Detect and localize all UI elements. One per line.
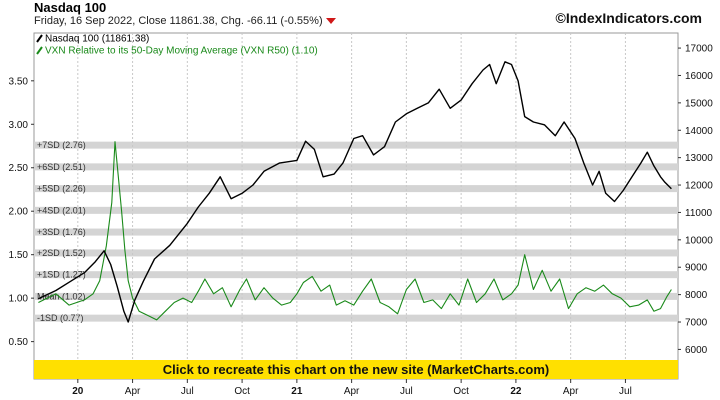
sd-band-label: -1SD (0.77) bbox=[37, 313, 84, 323]
chart-title: Nasdaq 100 bbox=[34, 0, 107, 15]
left-tick-label: 0.50 bbox=[9, 337, 29, 348]
sd-band-label: +7SD (2.76) bbox=[37, 140, 86, 150]
series-lines bbox=[38, 61, 672, 323]
sd-band bbox=[34, 314, 678, 322]
left-tick-label: 2.50 bbox=[9, 163, 29, 174]
right-tick-label: 12000 bbox=[685, 181, 713, 192]
right-tick-label: 7000 bbox=[685, 318, 708, 329]
subtitle-text: Friday, 16 Sep 2022, Close 11861.38, Chg… bbox=[34, 15, 323, 27]
right-tick-label: 6000 bbox=[685, 345, 708, 356]
x-tick-label: Oct bbox=[234, 386, 250, 397]
left-tick-label: 2.00 bbox=[9, 207, 29, 218]
left-tick-label: 3.50 bbox=[9, 76, 29, 87]
sd-band bbox=[34, 206, 678, 214]
x-tick-label: 22 bbox=[510, 386, 522, 397]
left-tick-label: 3.00 bbox=[9, 120, 29, 131]
x-tick-label: Apr bbox=[125, 386, 141, 397]
x-tick-label: Oct bbox=[453, 386, 469, 397]
x-axis: 20 Apr Jul Oct 21 Apr Jul Oct 22 Apr Jul bbox=[72, 379, 632, 397]
sd-band-label: +4SD (2.01) bbox=[37, 205, 86, 215]
left-tick-label: 1.00 bbox=[9, 294, 29, 305]
vxn-r50-line bbox=[38, 141, 672, 321]
down-arrow-icon bbox=[325, 18, 336, 25]
sd-band bbox=[34, 271, 678, 279]
x-tick-label: Jul bbox=[400, 386, 413, 397]
plot-background bbox=[33, 32, 679, 380]
sd-band-label: +5SD (2.26) bbox=[37, 184, 86, 194]
chart-subtitle: Friday, 16 Sep 2022, Close 11861.38, Chg… bbox=[34, 15, 336, 27]
x-tick-label: Apr bbox=[563, 386, 579, 397]
left-tick-label: 1.50 bbox=[9, 250, 29, 261]
x-tick-label: 20 bbox=[72, 386, 84, 397]
right-tick-label: 13000 bbox=[685, 153, 713, 164]
sd-band bbox=[34, 141, 678, 149]
left-axis: 0.50 1.00 1.50 2.00 2.50 3.00 3.50 bbox=[9, 76, 34, 348]
right-tick-label: 15000 bbox=[685, 98, 713, 109]
right-tick-label: 8000 bbox=[685, 290, 708, 301]
sd-bands: +7SD (2.76) +6SD (2.51) +5SD (2.26) +4SD (2… bbox=[34, 140, 678, 323]
legend-swatch bbox=[36, 46, 43, 55]
sd-band bbox=[34, 185, 678, 193]
x-tick-label: Jul bbox=[181, 386, 194, 397]
right-tick-label: 9000 bbox=[685, 263, 708, 274]
site-credit: ©IndexIndicators.com bbox=[555, 10, 702, 26]
sd-band-label: +1SD (1.27) bbox=[37, 270, 86, 280]
sd-band-label: Mean (1.02) bbox=[37, 291, 86, 301]
right-tick-label: 16000 bbox=[685, 71, 713, 82]
legend-swatch bbox=[36, 34, 43, 43]
right-tick-label: 10000 bbox=[685, 235, 713, 246]
sd-band-label: +3SD (1.76) bbox=[37, 227, 86, 237]
right-axis: 6000 7000 8000 9000 10000 11000 12000 13000 1400… bbox=[678, 44, 713, 356]
sd-band-label: +6SD (2.51) bbox=[37, 162, 86, 172]
legend: Nasdaq 100 (11861.38)VXN Relative to its… bbox=[36, 34, 318, 57]
sd-band bbox=[34, 163, 678, 171]
sd-band-label: +2SD (1.52) bbox=[37, 248, 86, 258]
x-tick-label: 21 bbox=[291, 386, 303, 397]
right-tick-label: 11000 bbox=[685, 208, 713, 219]
right-tick-label: 17000 bbox=[685, 44, 713, 55]
x-tick-label: Apr bbox=[344, 386, 360, 397]
sd-band bbox=[34, 292, 678, 300]
x-tick-label: Jul bbox=[619, 386, 632, 397]
nasdaq-100-line bbox=[38, 61, 672, 323]
right-tick-label: 14000 bbox=[685, 126, 713, 137]
sd-band bbox=[34, 249, 678, 257]
legend-label: VXN Relative to its 50-Day Moving Averag… bbox=[45, 46, 318, 57]
legend-label: Nasdaq 100 (11861.38) bbox=[45, 34, 149, 45]
sd-band bbox=[34, 228, 678, 236]
recreate-chart-banner[interactable]: Click to recreate this chart on the new … bbox=[34, 360, 678, 379]
